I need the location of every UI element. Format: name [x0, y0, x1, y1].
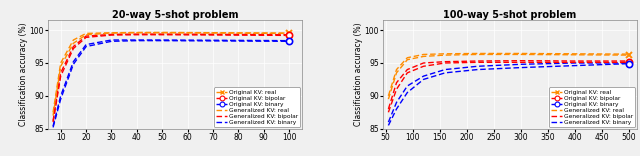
Title: 100-way 5-shot problem: 100-way 5-shot problem — [444, 10, 577, 20]
Legend: Original KV: real, Original KV: bipolar, Original KV: binary, Generalized KV: re: Original KV: real, Original KV: bipolar,… — [549, 87, 635, 127]
Y-axis label: Classification accuracy (%): Classification accuracy (%) — [19, 23, 28, 126]
Legend: Original KV: real, Original KV: bipolar, Original KV: binary, Generalized KV: re: Original KV: real, Original KV: bipolar,… — [214, 87, 300, 127]
Y-axis label: Classification accuracy (%): Classification accuracy (%) — [354, 23, 363, 126]
Title: 20-way 5-shot problem: 20-way 5-shot problem — [111, 10, 238, 20]
